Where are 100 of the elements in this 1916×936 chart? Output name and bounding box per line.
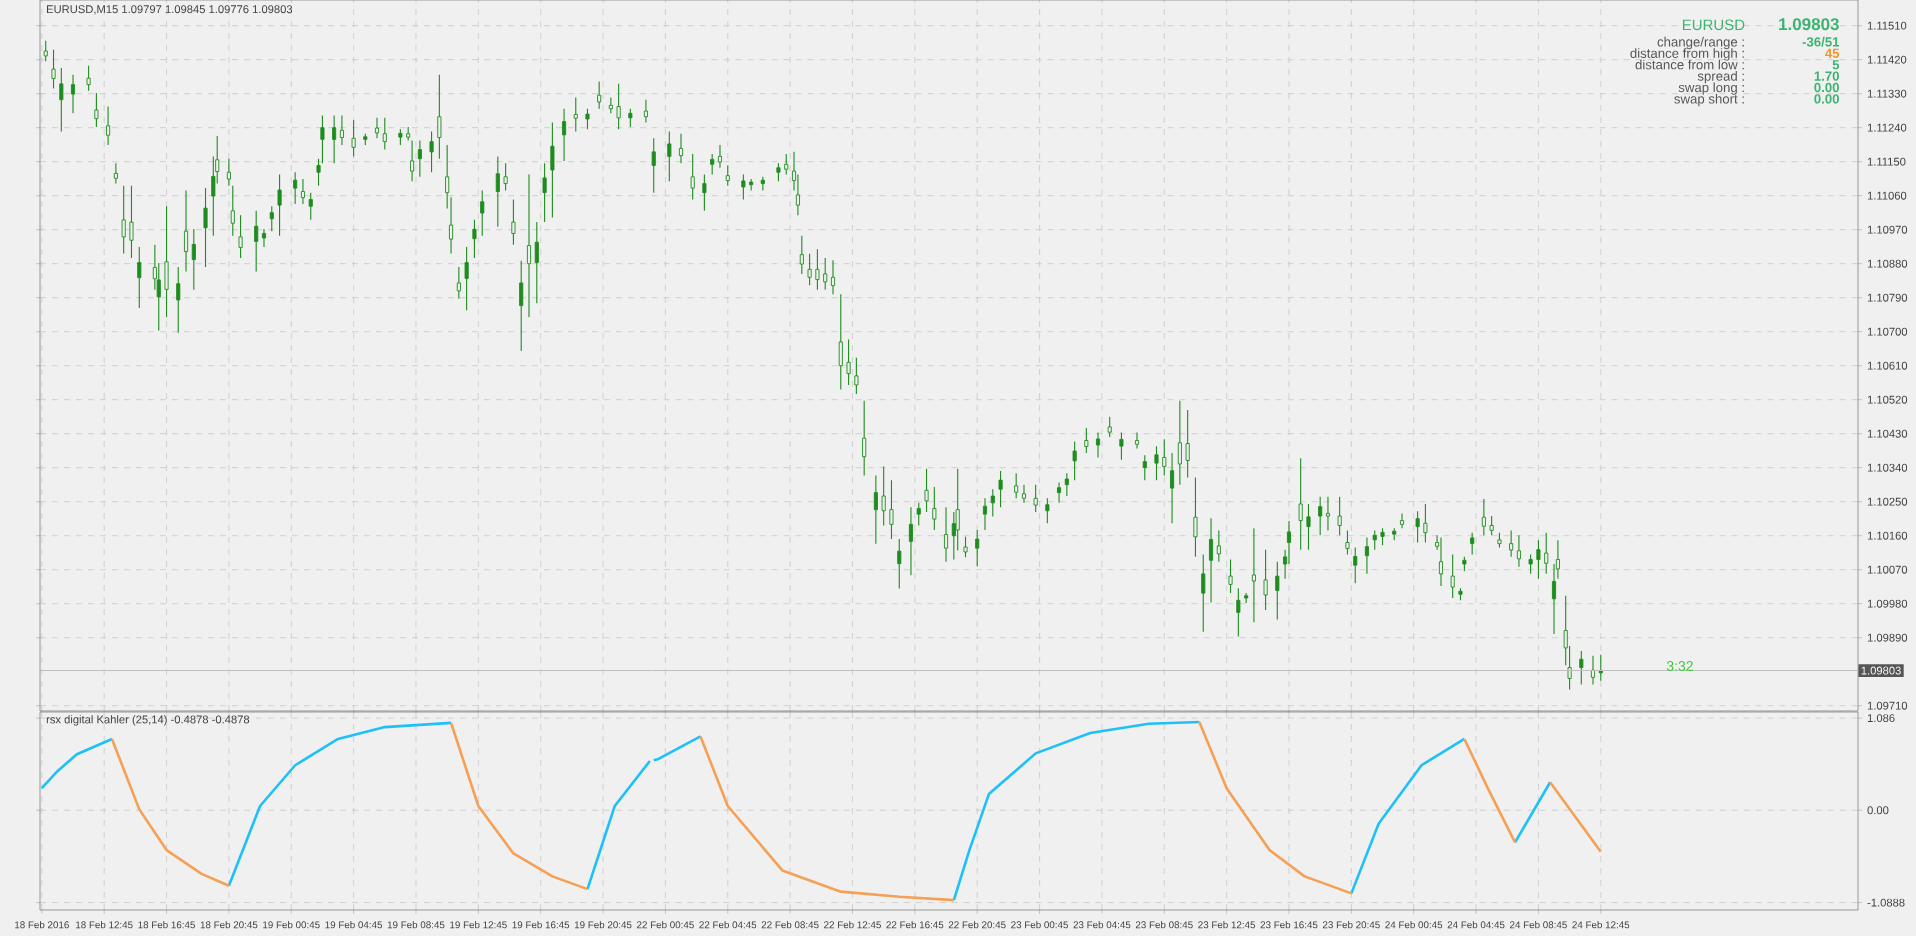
candlestick	[1185, 409, 1190, 479]
annotation: spread :	[1697, 71, 1744, 84]
y-tick-label: 1.09980	[1867, 599, 1908, 608]
x-tick-label: 23 Feb 12:45	[1198, 921, 1256, 929]
candlestick	[191, 228, 196, 291]
candlestick	[643, 99, 648, 123]
candlestick	[511, 198, 516, 246]
candlestick	[332, 115, 337, 164]
candlestick	[651, 137, 656, 194]
annotation: 0.00	[1814, 94, 1839, 104]
candlestick	[1325, 496, 1331, 531]
y-tick-label: -1.0888	[1867, 898, 1905, 907]
candlestick	[982, 497, 988, 531]
candlestick	[1014, 472, 1019, 499]
candlestick	[1306, 503, 1311, 551]
candlestick	[1170, 452, 1175, 524]
candlestick	[238, 214, 243, 259]
candlestick	[717, 144, 723, 169]
y-tick-label: 1.10700	[1867, 327, 1908, 336]
candlestick	[86, 65, 91, 92]
candlestick	[437, 74, 442, 160]
annotation: 3:32	[1666, 661, 1693, 671]
candlestick	[1536, 539, 1541, 580]
candlestick	[1399, 512, 1405, 529]
candlestick	[807, 253, 812, 286]
x-tick-label: 18 Feb 2016	[15, 921, 69, 929]
candlestick	[1481, 498, 1486, 536]
candlestick	[1318, 496, 1323, 536]
candlestick	[873, 475, 878, 545]
candlestick	[320, 115, 325, 164]
candlestick	[1298, 457, 1303, 551]
candlestick	[456, 266, 461, 300]
y-tick-label: 1.10880	[1867, 259, 1908, 268]
x-tick-label: 19 Feb 20:45	[574, 921, 632, 929]
candlestick	[667, 130, 672, 182]
candlestick	[445, 144, 450, 210]
candlestick	[1021, 484, 1027, 504]
y-tick-label: 1.11420	[1867, 55, 1907, 64]
annotation: EURUSD	[1682, 19, 1745, 31]
candlestick	[889, 479, 894, 540]
x-tick-label: 23 Feb 16:45	[1260, 921, 1318, 929]
candlestick	[293, 171, 298, 205]
x-tick-label: 23 Feb 00:45	[1011, 921, 1068, 929]
candlestick	[1286, 520, 1292, 565]
candlestick	[1177, 400, 1182, 486]
candlestick	[573, 96, 578, 133]
candlestick	[226, 158, 231, 187]
x-tick-label: 19 Feb 16:45	[512, 921, 570, 929]
candlestick	[846, 339, 851, 386]
candlestick	[550, 121, 555, 219]
x-tick-label: 23 Feb 04:45	[1073, 921, 1131, 929]
candlestick	[1263, 549, 1268, 611]
y-tick-label: 1.11330	[1867, 89, 1907, 98]
y-tick-label: 1.10970	[1867, 225, 1908, 234]
candlestick	[678, 133, 684, 164]
candlestick	[608, 96, 613, 114]
y-tick-label: 1.11240	[1867, 123, 1907, 132]
x-tick-label: 22 Feb 16:45	[886, 921, 944, 929]
x-tick-label: 24 Feb 04:45	[1447, 921, 1505, 929]
x-tick-label: 18 Feb 20:45	[200, 921, 258, 929]
y-tick-label: 1.10610	[1867, 361, 1908, 370]
candlestick	[534, 221, 539, 304]
candlestick	[121, 185, 126, 255]
candlestick	[417, 139, 422, 178]
candlestick	[1337, 496, 1342, 536]
candlestick	[449, 196, 454, 255]
candlestick	[1095, 432, 1101, 459]
candlestick	[308, 192, 313, 221]
candlestick	[1209, 517, 1214, 604]
y-tick-label: 1.10340	[1867, 463, 1908, 472]
candlestick	[1201, 554, 1206, 633]
candlestick	[1509, 529, 1514, 558]
candlestick	[410, 139, 415, 182]
candlestick	[503, 162, 508, 191]
x-tick-label: 22 Feb 08:45	[761, 921, 819, 929]
candlestick	[823, 257, 828, 291]
candlestick	[943, 506, 949, 563]
candlestick	[1142, 454, 1147, 481]
candlestick	[113, 162, 118, 185]
candlestick	[597, 81, 602, 110]
y-tick-label: 0.00	[1867, 806, 1889, 815]
candlestick	[59, 67, 64, 133]
candlestick	[1579, 650, 1584, 686]
annotation: -36/51	[1802, 36, 1840, 47]
candlestick	[1193, 476, 1198, 558]
candlestick	[137, 246, 142, 309]
candlestick	[1072, 441, 1077, 481]
annotation: 5	[1832, 60, 1840, 70]
candlestick	[799, 235, 804, 275]
candlestick	[51, 49, 56, 89]
candlestick	[1551, 563, 1557, 635]
x-tick-label: 24 Feb 08:45	[1510, 921, 1567, 929]
candlestick	[1438, 537, 1444, 587]
candlestick	[1423, 503, 1428, 544]
candlestick	[1154, 445, 1159, 481]
chart-title: EURUSD,M15 1.09797 1.09845 1.09776 1.09803	[46, 5, 293, 15]
y-tick-label: 1.11510	[1867, 21, 1907, 30]
candlestick	[1415, 510, 1420, 544]
candlestick	[480, 189, 485, 237]
candlestick	[1353, 546, 1358, 584]
